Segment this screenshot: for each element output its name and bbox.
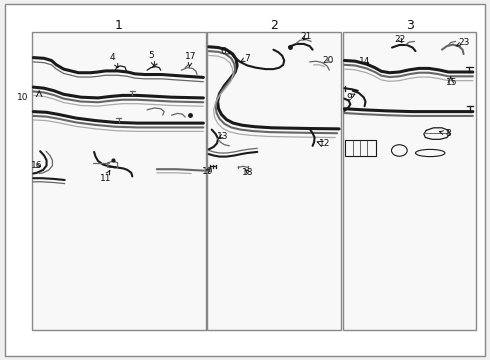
- Text: 6: 6: [220, 46, 230, 55]
- Text: 22: 22: [394, 35, 405, 44]
- FancyBboxPatch shape: [32, 32, 206, 330]
- Text: 4: 4: [110, 53, 118, 68]
- Text: 1: 1: [115, 19, 123, 32]
- FancyBboxPatch shape: [207, 32, 341, 330]
- Text: 14: 14: [359, 57, 371, 66]
- Text: 15: 15: [446, 78, 458, 87]
- Text: 8: 8: [440, 129, 451, 138]
- Text: 17: 17: [185, 52, 197, 67]
- Text: 13: 13: [217, 132, 228, 140]
- FancyBboxPatch shape: [5, 4, 485, 356]
- Text: 7: 7: [241, 54, 250, 63]
- Text: 9: 9: [346, 93, 355, 102]
- Text: 10: 10: [17, 93, 28, 102]
- FancyBboxPatch shape: [343, 32, 476, 330]
- Text: 21: 21: [300, 32, 312, 41]
- Text: 11: 11: [99, 171, 111, 183]
- Text: 18: 18: [242, 167, 254, 176]
- Text: 2: 2: [270, 19, 278, 32]
- Text: 23: 23: [456, 38, 470, 47]
- Text: 19: 19: [202, 166, 214, 175]
- Text: 12: 12: [318, 139, 330, 148]
- Text: 5: 5: [148, 51, 155, 66]
- Text: 20: 20: [322, 56, 334, 65]
- Text: 3: 3: [406, 19, 414, 32]
- Text: 16: 16: [30, 161, 42, 170]
